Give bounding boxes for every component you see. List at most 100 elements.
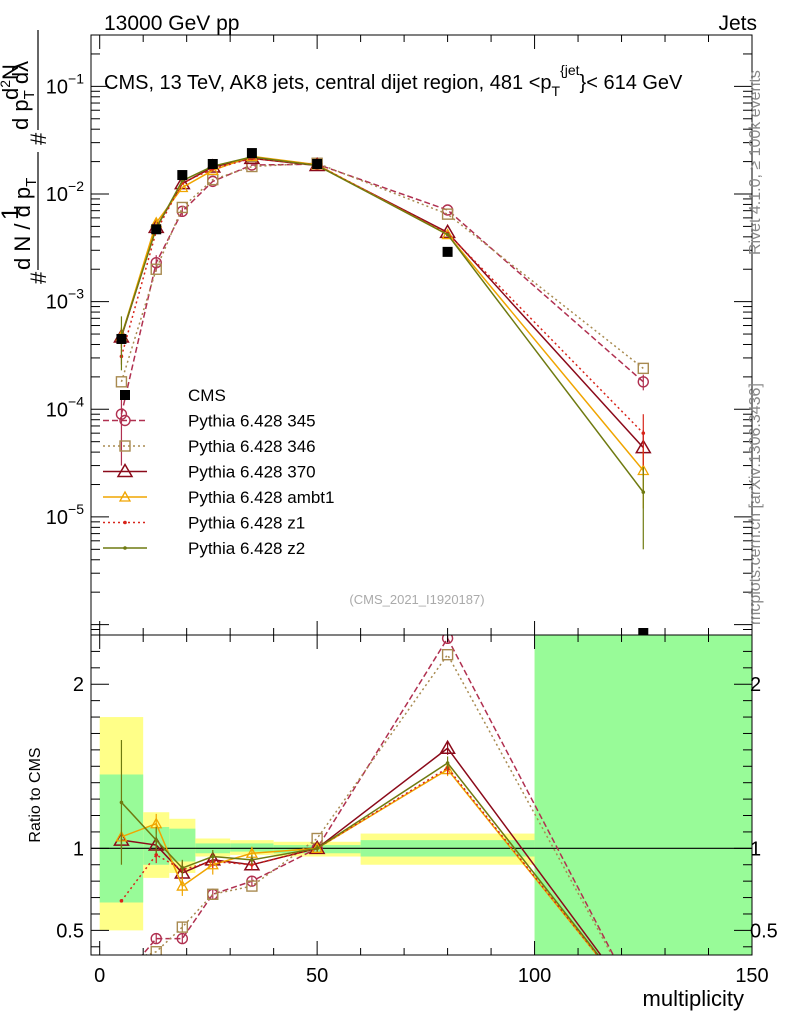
header-right: Jets	[718, 12, 757, 35]
legend-marker-2	[119, 440, 131, 452]
legend-marker-4	[118, 490, 132, 502]
band-green-7	[534, 635, 752, 955]
svg-text:#: #	[26, 271, 51, 284]
main-point-1-6	[441, 208, 454, 220]
legend-item-5: Pythia 6.428 z1	[103, 514, 305, 533]
band-green-2	[169, 828, 196, 862]
ratio-ytick-label-right-2: 2	[750, 674, 761, 696]
legend-marker-3	[116, 463, 134, 478]
ratio-ytick-label-right-0.5: 0.5	[750, 920, 778, 942]
ratio-point-3-5	[311, 841, 324, 853]
ratio-point-2-4	[243, 856, 261, 871]
main-point-0-0	[115, 408, 128, 420]
main-point-1-0	[115, 376, 128, 388]
svg-text:d2N: d2N	[0, 64, 23, 100]
legend-label-1: Pythia 6.428 345	[188, 412, 316, 431]
analysis-watermark: (CMS_2021_I1920187)	[349, 592, 484, 607]
main-ylabel: d N / d pT 1 # d pT dλ d2N #	[0, 30, 51, 284]
main-series	[113, 148, 652, 635]
ratio-ytick-label-left-2: 2	[73, 674, 84, 696]
legend-label-3: Pythia 6.428 370	[188, 463, 316, 482]
legend: CMS Pythia 6.428 345 Pythia 6.428 346 Pythi…	[103, 386, 334, 558]
source-label: mcplots.cern.ch [arXiv:1306.3436]	[747, 383, 764, 625]
ratio-point-4-0	[119, 899, 124, 903]
legend-item-0: CMS	[120, 386, 226, 405]
cms-points	[116, 148, 649, 635]
ratio-frame	[90, 634, 753, 956]
cms-point-4	[246, 148, 257, 159]
cms-point-1	[151, 224, 162, 235]
legend-item-4: Pythia 6.428 ambt1	[103, 488, 334, 507]
ratio-bands	[91, 635, 752, 955]
x-tick-label-50: 50	[306, 965, 328, 987]
main-ytick-exponent-4: −5	[68, 501, 84, 517]
main-ytick-exponent-0: −1	[68, 70, 84, 86]
main-ytick-exponent-1: −2	[68, 178, 84, 194]
ratio-line-5	[120, 761, 600, 955]
ratio-point-0-1	[150, 932, 162, 945]
x-axis-label: multiplicity	[643, 986, 744, 1011]
ratio-point-4-1	[154, 853, 159, 857]
ratio-line-1	[143, 653, 613, 955]
ratio-ytick-label-right-1: 1	[750, 838, 761, 860]
ratio-point-1-4	[246, 880, 258, 892]
ratio-point-5-2	[180, 866, 185, 870]
header-left: 13000 GeV pp	[104, 12, 239, 35]
x-tick-label-0: 0	[94, 965, 105, 987]
svg-text:#: #	[26, 132, 51, 145]
svg-text:1: 1	[0, 207, 24, 220]
main-ytick-label-0: 10−1	[46, 70, 84, 98]
main-point-4-7	[641, 431, 646, 435]
main-point-0-7	[637, 376, 649, 388]
main-line-1	[120, 162, 644, 383]
ratio-point-5-0	[119, 800, 124, 805]
cms-point-0	[116, 333, 127, 344]
legend-item-2: Pythia 6.428 346	[103, 437, 316, 456]
main-ytick-label-4: 10−5	[46, 501, 84, 529]
ratio-point-2-5	[308, 839, 326, 855]
main-series-1	[115, 157, 649, 388]
ratio-point-5-6	[445, 761, 450, 765]
ratio-point-3-3	[206, 858, 219, 870]
ratio-ytick-label-left-0.5: 0.5	[56, 920, 84, 942]
legend-marker-cms	[120, 390, 130, 400]
ratio-point-5-5	[315, 846, 319, 851]
main-ytick-label-3: 10−4	[46, 393, 84, 421]
legend-label-2: Pythia 6.428 346	[188, 437, 316, 456]
ratio-ylabel: Ratio to CMS	[27, 747, 44, 842]
main-point-0-6	[441, 204, 454, 216]
x-tick-label-150: 150	[735, 965, 768, 987]
ratio-point-1-1	[150, 946, 162, 955]
main-point-5-7	[641, 490, 646, 494]
legend-label-6: Pythia 6.428 z2	[188, 539, 305, 558]
legend-label-0: CMS	[188, 386, 226, 405]
legend-item-6: Pythia 6.428 z2	[103, 539, 305, 558]
svg-text:d N / d pT: d N / d pT	[10, 178, 40, 270]
cms-point-6	[442, 246, 453, 257]
ratio-point-5-3	[210, 854, 215, 859]
main-ytick-label-2: 10−3	[46, 286, 84, 314]
ratio-point-1-2	[176, 921, 189, 933]
cms-point-7	[638, 628, 649, 635]
main-line-5	[120, 156, 644, 493]
main-ytick-exponent-3: −4	[68, 393, 84, 409]
ratio-series-5	[119, 740, 600, 955]
ratio-point-3-2	[176, 879, 189, 891]
main-point-1-7	[637, 362, 649, 375]
ratio-series	[113, 635, 615, 955]
legend-marker-6	[123, 546, 127, 550]
legend-item-1: Pythia 6.428 345	[103, 412, 316, 431]
legend-label-5: Pythia 6.428 z1	[188, 514, 305, 533]
cms-point-2	[177, 170, 188, 181]
main-point-2-6	[439, 223, 456, 239]
ratio-point-1-6	[441, 648, 454, 661]
main-ytick-label-1: 10−2	[46, 178, 84, 206]
legend-item-3: Pythia 6.428 370	[103, 463, 316, 482]
ratio-point-2-6	[439, 739, 456, 754]
legend-marker-5	[123, 520, 127, 525]
ratio-point-5-1	[154, 838, 159, 842]
rivet-label: Rivet 4.1.0, ≥ 100k events	[747, 70, 764, 255]
main-point-1-4	[246, 160, 258, 173]
